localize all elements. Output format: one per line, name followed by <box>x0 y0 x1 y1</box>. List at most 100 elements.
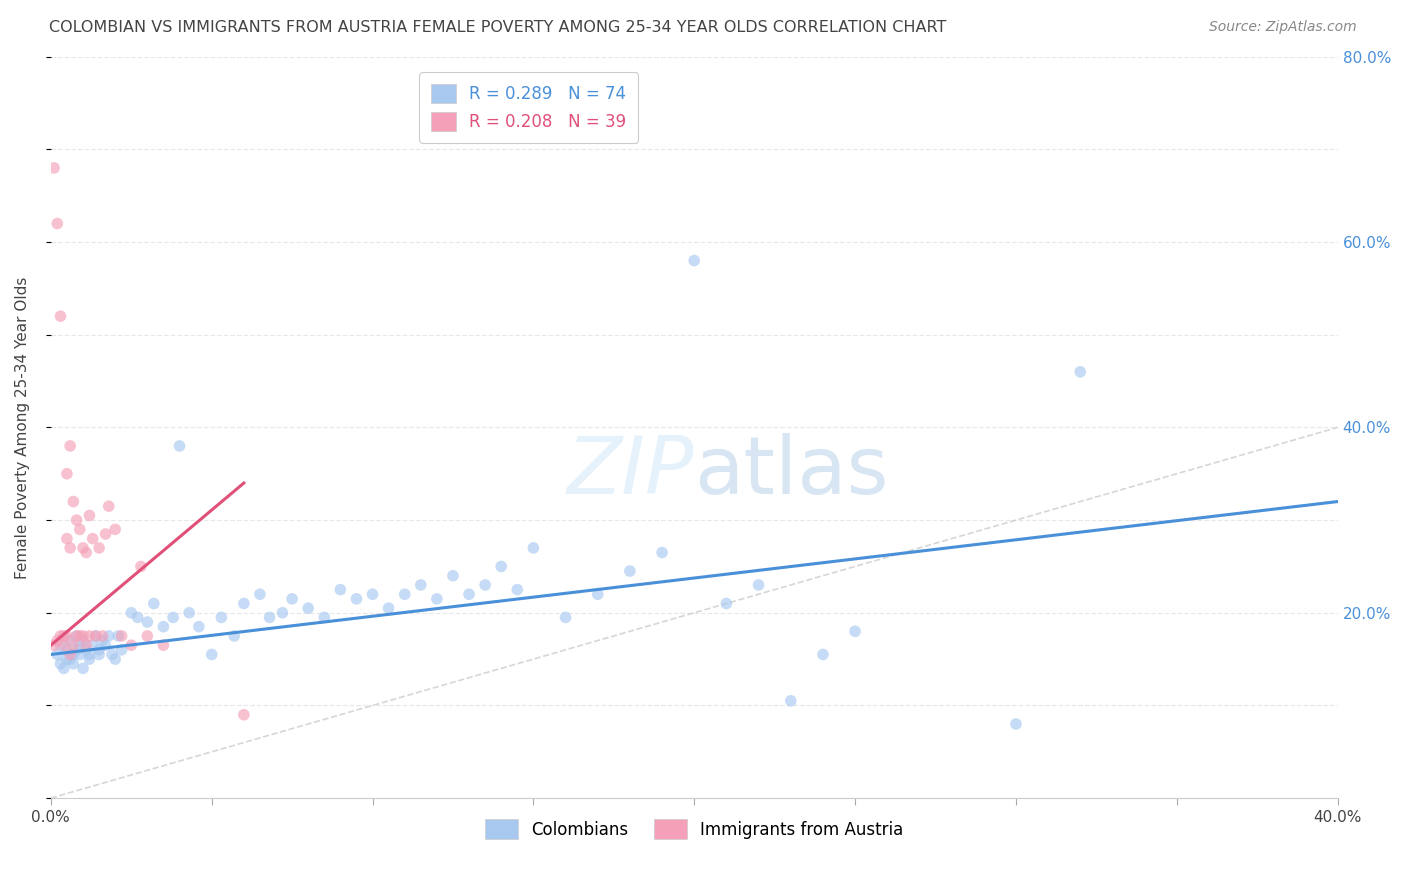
Point <box>426 591 449 606</box>
Point <box>94 527 117 541</box>
Point <box>1069 365 1091 379</box>
Point <box>52 629 75 643</box>
Point <box>232 597 254 611</box>
Point <box>42 161 65 175</box>
Point <box>377 601 399 615</box>
Point <box>46 633 69 648</box>
Point <box>59 439 82 453</box>
Point <box>554 610 576 624</box>
Point <box>232 707 254 722</box>
Point <box>441 568 464 582</box>
Point <box>281 591 304 606</box>
Point <box>72 541 94 555</box>
Text: ZIP: ZIP <box>567 433 695 511</box>
Point <box>84 629 107 643</box>
Point <box>779 694 801 708</box>
Point <box>104 522 127 536</box>
Point <box>169 439 191 453</box>
Point <box>120 638 142 652</box>
Point <box>249 587 271 601</box>
Point <box>394 587 416 601</box>
Point <box>259 610 281 624</box>
Point <box>49 657 72 671</box>
Point <box>46 648 69 662</box>
Point <box>65 643 87 657</box>
Point <box>187 620 209 634</box>
Point <box>72 661 94 675</box>
Point <box>87 541 110 555</box>
Point <box>136 615 159 629</box>
Point <box>314 610 336 624</box>
Point <box>152 638 174 652</box>
Point <box>75 638 97 652</box>
Point <box>129 559 152 574</box>
Point <box>52 661 75 675</box>
Point <box>152 620 174 634</box>
Point <box>683 253 706 268</box>
Point <box>201 648 224 662</box>
Point <box>62 638 84 652</box>
Text: atlas: atlas <box>695 433 889 511</box>
Point <box>162 610 184 624</box>
Point <box>84 629 107 643</box>
Point <box>409 578 432 592</box>
Point <box>59 541 82 555</box>
Point <box>110 643 132 657</box>
Point <box>110 629 132 643</box>
Point <box>62 657 84 671</box>
Point <box>1005 717 1028 731</box>
Point <box>179 606 201 620</box>
Point <box>97 499 120 513</box>
Legend: Colombians, Immigrants from Austria: Colombians, Immigrants from Austria <box>478 813 910 846</box>
Point <box>811 648 834 662</box>
Point <box>65 629 87 643</box>
Point <box>586 587 609 601</box>
Point <box>844 624 866 639</box>
Point <box>224 629 246 643</box>
Point <box>87 643 110 657</box>
Point <box>127 610 149 624</box>
Point <box>97 629 120 643</box>
Point <box>297 601 319 615</box>
Point <box>107 629 129 643</box>
Point <box>56 629 79 643</box>
Point <box>52 638 75 652</box>
Point <box>104 652 127 666</box>
Point <box>489 559 512 574</box>
Point <box>120 606 142 620</box>
Point <box>82 638 104 652</box>
Point <box>56 532 79 546</box>
Point <box>62 648 84 662</box>
Point <box>75 643 97 657</box>
Point <box>59 648 82 662</box>
Point <box>79 629 101 643</box>
Point <box>651 545 673 559</box>
Point <box>474 578 496 592</box>
Point <box>271 606 294 620</box>
Point <box>42 638 65 652</box>
Point <box>59 633 82 648</box>
Point <box>56 652 79 666</box>
Point <box>361 587 384 601</box>
Point <box>69 648 91 662</box>
Point <box>62 494 84 508</box>
Point <box>56 643 79 657</box>
Point <box>136 629 159 643</box>
Point <box>49 309 72 323</box>
Point <box>69 522 91 536</box>
Point <box>72 629 94 643</box>
Point <box>142 597 165 611</box>
Point <box>56 467 79 481</box>
Point <box>522 541 544 555</box>
Point <box>716 597 738 611</box>
Point <box>79 508 101 523</box>
Point <box>82 532 104 546</box>
Point <box>79 652 101 666</box>
Point <box>94 638 117 652</box>
Y-axis label: Female Poverty Among 25-34 Year Olds: Female Poverty Among 25-34 Year Olds <box>15 277 30 579</box>
Text: COLOMBIAN VS IMMIGRANTS FROM AUSTRIA FEMALE POVERTY AMONG 25-34 YEAR OLDS CORREL: COLOMBIAN VS IMMIGRANTS FROM AUSTRIA FEM… <box>49 20 946 35</box>
Point <box>619 564 641 578</box>
Point <box>506 582 529 597</box>
Point <box>458 587 481 601</box>
Point <box>209 610 232 624</box>
